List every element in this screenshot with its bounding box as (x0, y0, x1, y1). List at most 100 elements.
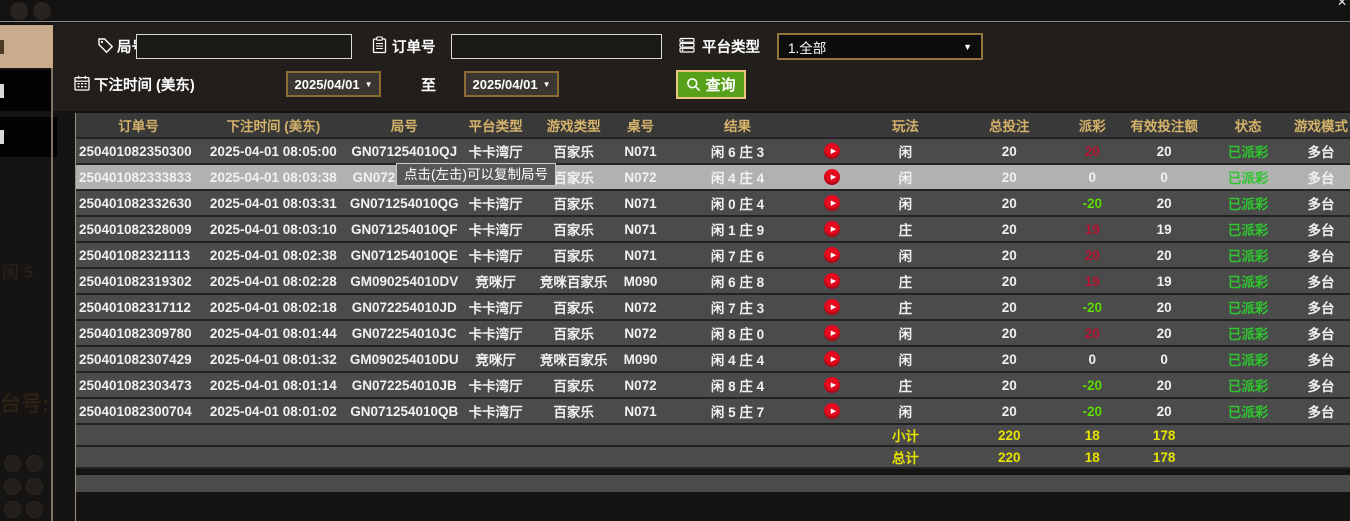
cell-platform: 竞咪厅 (475, 353, 516, 368)
table-header-row: 订单号 下注时间 (美东) 局号 平台类型 游戏类型 桌号 结果 玩法 总投注 派彩 有效投注额 状态… (76, 113, 1350, 139)
cell-total-bet: 20 (1001, 143, 1017, 159)
sidebar-item[interactable] (0, 70, 57, 111)
cell-result: 闲 6 庄 3 (710, 145, 765, 160)
cell-order-no: 250401082319302 (79, 273, 192, 289)
cell-result: 闲 8 庄 0 (710, 327, 765, 342)
table-row[interactable]: 250401082303473 2025-04-01 08:01:14 GN0722… (76, 373, 1350, 399)
play-icon[interactable]: ▶ (824, 325, 841, 341)
play-icon[interactable]: ▶ (824, 299, 841, 315)
cell-result: 闲 8 庄 4 (710, 379, 765, 394)
sidebar-item[interactable] (0, 117, 57, 157)
total-row-empty-cell (529, 447, 619, 467)
date-from-picker[interactable]: 2025/04/01 ▼ (286, 71, 381, 97)
table-row[interactable]: 250401082307429 2025-04-01 08:01:32 GM0902… (76, 347, 1350, 373)
subtotal-row-total-bet: 220 (998, 427, 1021, 443)
total-row-valid-bet: 178 (1152, 449, 1176, 465)
cell-order-no: 250401082303473 (79, 377, 192, 393)
cell-platform: 竞咪厅 (475, 275, 516, 290)
cell-bet-time: 2025-04-01 08:01:14 (209, 377, 337, 393)
play-icon[interactable]: ▶ (824, 143, 841, 159)
sidebar-label-fragment (0, 39, 4, 54)
cell-bet-time: 2025-04-01 08:05:00 (209, 143, 337, 159)
cell-total-bet: 20 (1001, 247, 1017, 263)
cell-table-no: N071 (624, 143, 657, 159)
cell-platform: 卡卡湾厅 (468, 249, 523, 264)
sidebar-label-fragment (0, 130, 4, 144)
cell-game-type: 竞咪百家乐 (539, 353, 608, 368)
cell-game-type: 百家乐 (553, 145, 594, 160)
column-header: 总投注 (989, 119, 1030, 134)
play-icon[interactable]: ▶ (824, 247, 841, 263)
cell-order-no: 250401082300704 (79, 403, 192, 419)
subtotal-row-empty-cell (663, 425, 813, 445)
tag-icon (97, 37, 114, 59)
cell-mode: 多台 (1307, 301, 1335, 316)
cell-total-bet: 20 (1001, 273, 1017, 289)
cell-game-type: 百家乐 (553, 301, 594, 316)
table-row[interactable]: 250401082317112 2025-04-01 08:02:18 GN0722… (76, 295, 1350, 321)
background-bleed-text: 闲 5 (2, 263, 34, 282)
column-header: 游戏类型 (546, 119, 601, 134)
total-row: 总计 220 18 178 (76, 447, 1350, 469)
cell-round-no: GN071254010QB (350, 403, 459, 419)
play-video-cell: ▶ (812, 373, 852, 397)
cell-bet-time: 2025-04-01 08:02:28 (209, 273, 337, 289)
order-number-input[interactable] (451, 34, 662, 59)
platform-type-select[interactable]: 1.全部 ▼ (777, 33, 983, 60)
cell-mode: 多台 (1307, 145, 1335, 160)
query-button[interactable]: 查询 (676, 70, 746, 99)
cell-valid-bet: 20 (1156, 299, 1172, 315)
cell-platform: 卡卡湾厅 (468, 145, 523, 160)
column-header: 桌号 (627, 119, 655, 134)
sidebar-label-fragment (0, 83, 4, 98)
filter-panel: 局号 订单号 平台类型 1.全部 ▼ 下注时间 (美东) 2025/04/01 … (53, 23, 1350, 111)
cell-valid-bet: 20 (1156, 143, 1172, 159)
table-row[interactable]: 250401082332630 2025-04-01 08:03:31 GN0712… (76, 191, 1350, 217)
cell-game-type: 百家乐 (553, 249, 594, 264)
play-icon[interactable]: ▶ (824, 169, 841, 185)
play-video-cell: ▶ (812, 191, 852, 215)
play-icon[interactable]: ▶ (824, 403, 841, 419)
date-to-picker[interactable]: 2025/04/01 ▼ (464, 71, 559, 97)
play-icon[interactable]: ▶ (824, 377, 841, 393)
table-body: 250401082350300 2025-04-01 08:05:00 GN0712… (76, 139, 1350, 425)
platform-type-label: 平台类型 (702, 40, 760, 56)
cell-status: 已派彩 (1227, 145, 1269, 160)
round-number-input[interactable] (136, 34, 352, 59)
play-video-cell: ▶ (812, 295, 852, 319)
table-row[interactable]: 250401082321113 2025-04-01 08:02:38 GN0712… (76, 243, 1350, 269)
sidebar-item-active[interactable] (0, 25, 72, 68)
records-table: 订单号 下注时间 (美东) 局号 平台类型 游戏类型 桌号 结果 玩法 总投注 派彩 有效投注额 状态… (75, 113, 1350, 521)
cell-mode: 多台 (1307, 327, 1335, 342)
table-row[interactable]: 250401082309780 2025-04-01 08:01:44 GN0722… (76, 321, 1350, 347)
table-row[interactable]: 250401082350300 2025-04-01 08:05:00 GN0712… (76, 139, 1350, 165)
table-row[interactable]: 250401082328009 2025-04-01 08:03:10 GN0712… (76, 217, 1350, 243)
play-icon[interactable]: ▶ (824, 195, 841, 211)
cell-total-bet: 20 (1001, 325, 1017, 341)
play-video-cell: ▶ (812, 321, 852, 345)
table-row[interactable]: 250401082300704 2025-04-01 08:01:02 GN0712… (76, 399, 1350, 425)
table-row[interactable]: 250401082319302 2025-04-01 08:02:28 GM0902… (76, 269, 1350, 295)
cell-game-type: 百家乐 (553, 197, 594, 212)
cell-play-type: 闲 (898, 353, 913, 368)
cell-result: 闲 0 庄 4 (710, 197, 765, 212)
play-icon[interactable]: ▶ (824, 221, 841, 237)
cell-valid-bet: 20 (1156, 325, 1172, 341)
chevron-down-icon: ▼ (963, 41, 972, 52)
cell-play-type: 闲 (898, 145, 913, 160)
cell-payout: 0 (1088, 351, 1096, 367)
cell-status: 已派彩 (1227, 379, 1269, 394)
cell-platform: 卡卡湾厅 (468, 223, 523, 238)
cell-order-no: 250401082317112 (79, 299, 191, 315)
play-video-cell: ▶ (812, 217, 852, 241)
play-icon[interactable]: ▶ (824, 273, 841, 289)
play-icon[interactable]: ▶ (824, 351, 841, 367)
cell-table-no: N071 (624, 403, 657, 419)
empty-row (76, 475, 1350, 492)
close-icon[interactable]: ✕ (1336, 0, 1347, 9)
column-header: 派彩 (1078, 119, 1106, 134)
cell-valid-bet: 20 (1156, 377, 1172, 393)
cell-bet-time: 2025-04-01 08:01:02 (209, 403, 337, 419)
